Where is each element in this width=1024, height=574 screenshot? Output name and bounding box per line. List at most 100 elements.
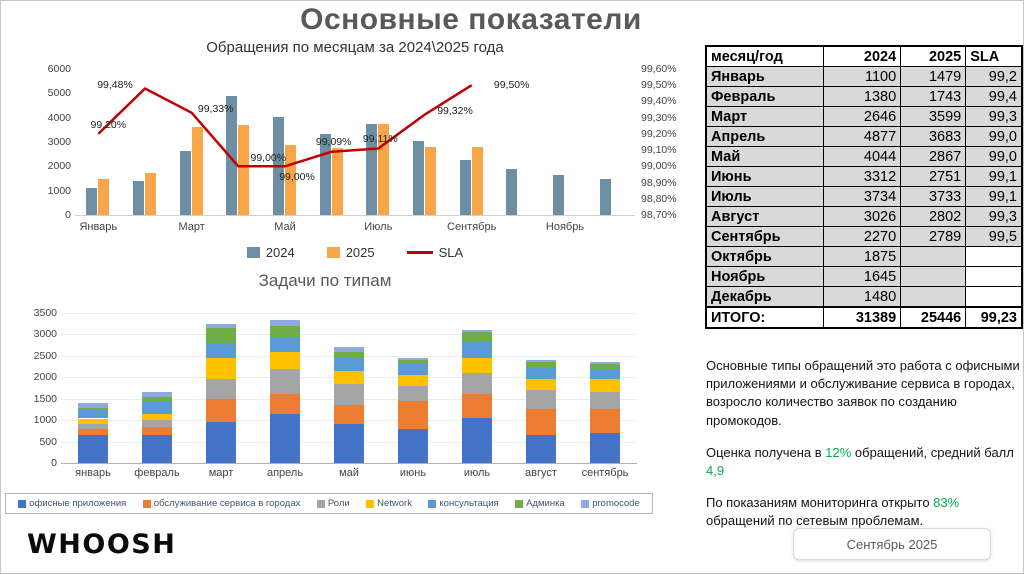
- stack-segment: [398, 375, 428, 386]
- stack-segment: [590, 433, 620, 463]
- stack-segment: [590, 364, 620, 369]
- requests-chart-x-axis: Январь Март Май Июль Сентябрь Ноябрь: [75, 221, 635, 235]
- legend-item: офисные приложения: [18, 498, 126, 509]
- stack-segment: [462, 358, 492, 373]
- table-cell: 99,5: [965, 226, 1023, 247]
- table-cell: 2802: [900, 206, 967, 227]
- table-row: Август 3026 2802 99,3: [705, 206, 1023, 227]
- note-text: обращений по сетевым проблемам.: [706, 513, 924, 529]
- stack-segment: [526, 409, 556, 436]
- sla-data-label: 99,32%: [437, 105, 473, 118]
- y2-axis-tick-label: 99,50%: [641, 79, 677, 92]
- bar-2025: [331, 148, 343, 215]
- legend-line-sla-icon: [406, 251, 433, 254]
- table-cell: 1480: [822, 286, 902, 308]
- requests-chart-right-axis: 99,60% 99,50% 99,40% 99,30% 99,20% 99,10% 99,0…: [641, 63, 699, 221]
- note-paragraph: Основные типы обращений это работа с офи…: [706, 357, 1020, 430]
- y-axis-tick-label: 3500: [33, 307, 57, 319]
- y-axis-tick-label: 4000: [47, 111, 71, 124]
- table-row: Декабрь 1480: [705, 286, 1023, 308]
- table-cell: Июнь: [705, 166, 824, 187]
- note-text: Основные типы обращений это работа с офи…: [706, 358, 1020, 428]
- stack-segment: [590, 362, 620, 365]
- bar-2025: [98, 179, 110, 215]
- highlight-value: 83%: [933, 495, 960, 511]
- table-cell: 2867: [900, 146, 967, 167]
- y-axis-tick-label: 500: [39, 435, 57, 448]
- bar-2025: [378, 124, 390, 215]
- legend-item: Роли: [316, 498, 350, 509]
- stack-segment: [398, 428, 428, 463]
- table-cell: 99,3: [965, 106, 1023, 127]
- table-cell: Сентябрь: [705, 226, 824, 247]
- stack-segment: [142, 435, 172, 463]
- table-row: Март 2646 3599 99,3: [705, 106, 1023, 127]
- stack-segment: [526, 390, 556, 410]
- gridline: [61, 334, 637, 336]
- bar-2024: [413, 141, 424, 215]
- y2-axis-tick-label: 99,60%: [641, 63, 677, 75]
- table-row: Апрель 4877 3683 99,0: [705, 126, 1023, 147]
- stack-segment: [270, 336, 300, 352]
- table-row: Июнь 3312 2751 99,1: [705, 166, 1023, 187]
- stack-segment: [462, 332, 492, 341]
- requests-by-month-chart: Обращения по месяцам за 2024\2025 года 6…: [17, 39, 709, 275]
- note-paragraph: Оценка получена в 12% обращений, средний…: [706, 444, 1020, 480]
- table-cell: 3026: [822, 206, 902, 227]
- tasks-chart-y-axis: 3500 3000 2500 2000 1500 1000 500 0: [17, 307, 57, 469]
- sla-data-label: 99,48%: [97, 78, 133, 91]
- bar-2024: [366, 124, 378, 215]
- note-text: обращений, средний балл: [851, 444, 1014, 460]
- table-cell: [965, 266, 1023, 287]
- stack-segment: [270, 325, 300, 337]
- table-cell: 99,1: [965, 166, 1023, 187]
- stack-segment: [142, 392, 172, 397]
- stack-segment: [206, 323, 236, 328]
- stack-segment: [78, 409, 108, 419]
- legend-swatch-icon: [366, 499, 375, 508]
- y2-axis-tick-label: 99,00%: [641, 160, 677, 173]
- highlight-value: 4,9: [706, 462, 725, 478]
- y2-axis-tick-label: 99,30%: [641, 111, 677, 124]
- summary-notes: Основные типы обращений это работа с офи…: [706, 357, 1020, 545]
- table-cell: 2646: [822, 106, 902, 127]
- report-date-chip[interactable]: Сентябрь 2025: [793, 528, 991, 560]
- stack-segment: [526, 360, 556, 363]
- y2-axis-tick-label: 98,70%: [641, 209, 677, 221]
- legend-label: офисные приложения: [29, 498, 127, 509]
- table-cell: Февраль: [705, 86, 824, 107]
- stack-segment: [206, 379, 236, 399]
- y-axis-tick-label: 3000: [33, 328, 57, 341]
- table-cell: 2025: [900, 45, 967, 67]
- table-row: Октябрь 1875: [705, 246, 1023, 267]
- requests-chart-left-axis: 6000 5000 4000 3000 2000 1000 0: [25, 63, 71, 221]
- bar-2025: [191, 127, 203, 215]
- stack-segment: [334, 383, 364, 406]
- legend-swatch-icon: [428, 499, 437, 508]
- legend-swatch-2025-icon: [326, 247, 340, 258]
- table-cell: 4877: [822, 126, 902, 147]
- stack-segment: [590, 409, 620, 433]
- stack-segment: [334, 351, 364, 358]
- tasks-chart-plot: [61, 313, 637, 464]
- y2-axis-tick-label: 99,10%: [641, 144, 677, 157]
- legend-swatch-icon: [18, 499, 27, 508]
- bar-2024: [599, 179, 611, 215]
- bar-2024: [506, 169, 518, 215]
- y-axis-tick-label: 2000: [33, 371, 57, 384]
- table-cell: Декабрь: [705, 286, 824, 308]
- sla-data-label: 99,00%: [250, 152, 287, 165]
- sla-line: [97, 84, 473, 168]
- legend-label-sla: SLA: [438, 245, 464, 260]
- legend-label-2025: 2025: [345, 245, 375, 260]
- y-axis-tick-label: 2500: [33, 349, 57, 362]
- legend-swatch-icon: [316, 499, 325, 508]
- x-axis-tick-label: Март: [178, 221, 205, 233]
- table-cell: месяц/год: [705, 45, 824, 67]
- bar-2025: [238, 125, 250, 215]
- stack-segment: [462, 394, 492, 418]
- legend-label: Роли: [327, 498, 350, 509]
- stack-segment: [78, 403, 108, 408]
- table-cell: 1380: [822, 86, 902, 107]
- bar-2024: [179, 150, 191, 215]
